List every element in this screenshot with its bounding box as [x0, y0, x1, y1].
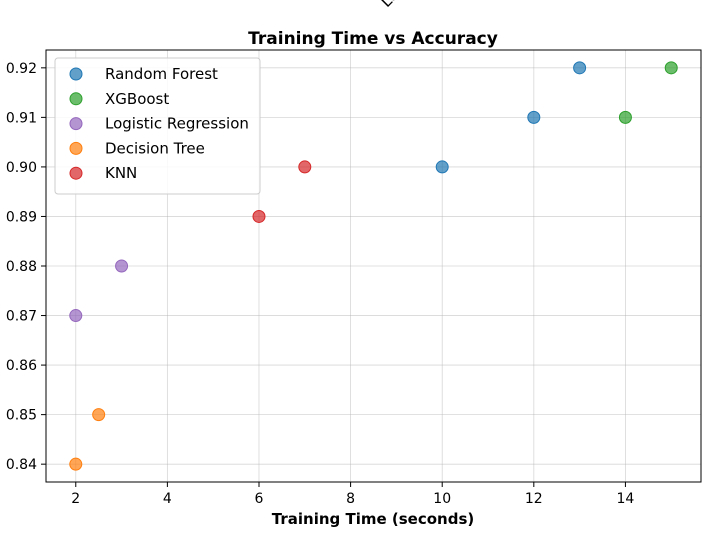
scatter-point-random-forest: [527, 110, 541, 124]
legend-marker: [69, 67, 83, 81]
legend-label: Random Forest: [105, 65, 218, 83]
y-tick-label: 0.86: [6, 358, 37, 374]
x-tick-label: 14: [617, 491, 635, 507]
y-tick-label: 0.87: [6, 309, 37, 325]
legend-marker: [69, 141, 83, 155]
data-points: [69, 61, 678, 471]
y-tick-label: 0.85: [6, 408, 37, 424]
scatter-point-logistic-regression: [69, 309, 83, 323]
legend-marker: [69, 166, 83, 180]
scatter-point-xgboost: [618, 110, 632, 124]
scatter-point-decision-tree: [69, 457, 83, 471]
legend-marker: [69, 117, 83, 131]
y-tick-label: 0.90: [6, 160, 37, 176]
scatter-point-xgboost: [664, 61, 678, 75]
scatter-point-random-forest: [573, 61, 587, 75]
x-tick-label: 8: [346, 491, 355, 507]
legend: Random Forest XGBoost Logistic Regression D…: [54, 57, 261, 195]
legend-box: [54, 57, 261, 195]
scatter-point-knn: [252, 209, 266, 223]
y-tick-label: 0.89: [6, 209, 37, 225]
y-tick-label: 0.88: [6, 259, 37, 275]
scatter-point-random-forest: [435, 160, 449, 174]
corner-text-fragment: Lo: [377, 0, 402, 11]
x-tick-label: 2: [71, 491, 80, 507]
scatter-point-logistic-regression: [115, 259, 129, 273]
y-tick-label: 0.84: [6, 457, 37, 473]
x-tick-label: 12: [525, 491, 543, 507]
y-tick-label: 0.91: [6, 110, 37, 126]
legend-label: XGBoost: [105, 90, 169, 108]
y-tick-label: 0.92: [6, 61, 37, 77]
scatter-point-decision-tree: [92, 408, 106, 422]
x-tick-label: 6: [255, 491, 264, 507]
x-tick-label: 4: [163, 491, 172, 507]
x-axis-title: Training Time (seconds): [272, 510, 474, 528]
legend-marker: [69, 92, 83, 106]
axis-ticks: 2 4 6 8 10 12 14 0.84 0.85 0.86 0.87 0.88 0.89 0.90 0.…: [6, 61, 635, 507]
legend-label: KNN: [105, 164, 137, 182]
legend-label: Logistic Regression: [105, 115, 249, 133]
x-tick-label: 10: [433, 491, 451, 507]
legend-label: Decision Tree: [105, 139, 205, 157]
chart-title: Training Time vs Accuracy: [248, 29, 498, 49]
scatter-point-knn: [298, 160, 312, 174]
